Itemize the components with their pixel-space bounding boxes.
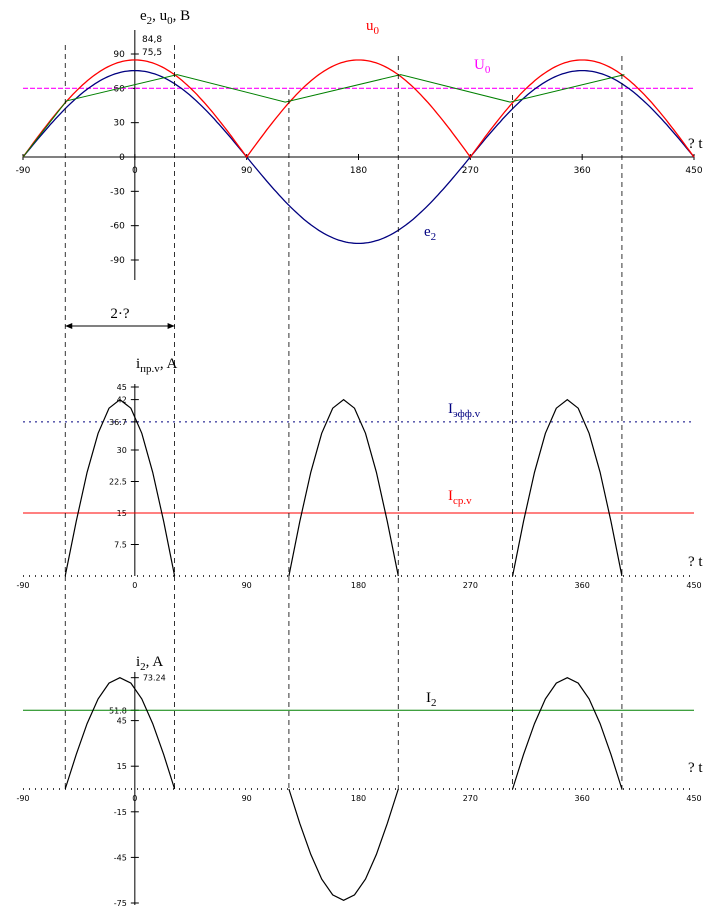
- series-u0-label: u0: [366, 18, 380, 37]
- x-tick-label-3: 90: [242, 794, 252, 803]
- series-U0-label: U0: [474, 57, 491, 76]
- x-tick-label-3: 270: [463, 794, 478, 803]
- y-tick-label-2: 36.7: [109, 418, 127, 427]
- y-axis-label-3: i2, A: [136, 654, 163, 673]
- series-u0-line: [22, 59, 695, 159]
- x-tick-label-2: 360: [575, 581, 590, 590]
- series-ipr-pulse: [512, 398, 623, 577]
- series-i2-pulse: [512, 677, 623, 790]
- series-ipr-pulse: [64, 398, 176, 577]
- x-tick-label-2: 0: [132, 581, 137, 590]
- y-tick-label-3: -75: [114, 899, 127, 908]
- series-e2-label: e2: [424, 224, 436, 243]
- series-Ieff-label: Iэфф.v: [448, 401, 481, 420]
- x-tick-label-2: -90: [16, 581, 29, 590]
- x-tick-label-2: 450: [686, 581, 701, 590]
- series-I2-label: I2: [426, 690, 437, 709]
- x-axis-label-1: ? t: [688, 136, 703, 152]
- y-tick-label-3: -15: [114, 808, 127, 817]
- y-tick-label-3: 73.24: [143, 674, 166, 683]
- x-axis-label-2: ? t: [688, 554, 703, 570]
- y-tick-label-1: 0: [119, 153, 125, 163]
- y-tick-label-1: 60: [113, 84, 125, 94]
- series-e2-line: [22, 69, 695, 245]
- x-tick-label-3: -90: [16, 794, 29, 803]
- interval-arrow-head-left: [65, 323, 73, 329]
- y-tick-label-1: 30: [113, 119, 125, 129]
- series-i2-pulse: [288, 788, 399, 901]
- x-tick-label-1: 450: [685, 166, 702, 176]
- y-tick-label-1: 90: [113, 50, 125, 60]
- x-tick-label-3: 0: [132, 794, 137, 803]
- x-tick-label-3: 360: [575, 794, 590, 803]
- x-tick-label-2: 180: [351, 581, 366, 590]
- y-tick-label-2: 30: [117, 446, 127, 455]
- x-tick-label-1: 270: [462, 166, 479, 176]
- y-tick-label-3: 15: [117, 762, 127, 771]
- series-capacitor-line: [22, 74, 625, 158]
- annotation-peak-e2: 75,5: [142, 48, 162, 58]
- y-tick-label-1: -60: [110, 222, 125, 232]
- y-tick-label-3: 45: [117, 717, 127, 726]
- interval-arrow-head-right: [167, 323, 175, 329]
- y-tick-label-3: -45: [114, 853, 127, 862]
- y-axis-label-1: e2, u0, B: [140, 8, 190, 27]
- series-ipr-pulse: [288, 398, 399, 577]
- x-tick-label-1: 90: [241, 166, 253, 176]
- y-axis-label-2: iпр.v, A: [136, 356, 177, 375]
- x-tick-label-1: 0: [132, 166, 138, 176]
- x-tick-label-3: 450: [686, 794, 701, 803]
- y-tick-label-1: -30: [110, 187, 125, 197]
- y-tick-label-2: 7.5: [114, 541, 127, 550]
- x-tick-label-1: 360: [574, 166, 591, 176]
- x-tick-label-1: 180: [350, 166, 367, 176]
- x-tick-label-2: 270: [463, 581, 478, 590]
- series-Iavg-label: Iср.v: [448, 488, 472, 507]
- y-tick-label-2: 22.5: [109, 478, 127, 487]
- interval-label: 2·?: [110, 306, 129, 322]
- x-axis-label-3: ? t: [688, 760, 703, 776]
- y-tick-label-2: 42: [117, 396, 127, 405]
- series-i2-pulse: [64, 677, 176, 790]
- y-tick-label-1: -90: [110, 256, 125, 266]
- x-tick-label-3: 180: [351, 794, 366, 803]
- annotation-peak-u0: 84,8: [142, 35, 162, 45]
- x-tick-label-2: 90: [242, 581, 252, 590]
- x-tick-label-1: -90: [16, 166, 31, 176]
- y-tick-label-2: 45: [117, 383, 127, 392]
